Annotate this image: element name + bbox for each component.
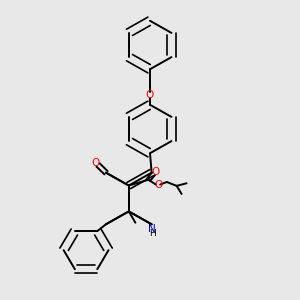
Text: H: H (149, 229, 156, 238)
Text: N: N (148, 224, 156, 234)
Text: O: O (92, 158, 100, 168)
Text: O: O (154, 180, 162, 190)
Text: O: O (151, 167, 159, 177)
Text: O: O (146, 90, 154, 100)
